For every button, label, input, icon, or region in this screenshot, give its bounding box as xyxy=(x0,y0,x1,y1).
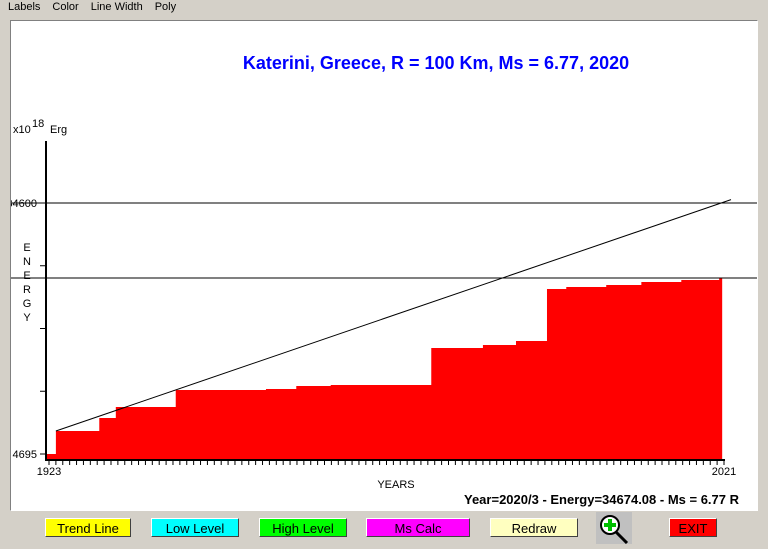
menu-color[interactable]: Color xyxy=(52,1,79,13)
y-tick-label: 4695 xyxy=(13,449,37,461)
y-unit: Erg xyxy=(50,124,67,136)
y-axis-label-letter: E xyxy=(23,270,30,282)
chart-title: Katerini, Greece, R = 100 Km, Ms = 6.77,… xyxy=(243,53,629,73)
energy-chart: Katerini, Greece, R = 100 Km, Ms = 6.77,… xyxy=(11,53,757,507)
ms-calc-button[interactable]: Ms Calc xyxy=(366,518,470,537)
y-axis-label-letter: Y xyxy=(23,312,31,324)
low-level-button[interactable]: Low Level xyxy=(151,518,239,537)
exit-button[interactable]: EXIT xyxy=(669,518,717,537)
y-axis-label-letter: E xyxy=(23,242,30,254)
menu-labels[interactable]: Labels xyxy=(8,1,41,13)
menu-bar: Labels Color Line Width Poly xyxy=(0,0,180,16)
menu-poly[interactable]: Poly xyxy=(154,1,177,13)
menu-line-width[interactable]: Line Width xyxy=(90,1,143,13)
energy-step-area xyxy=(46,277,723,459)
y-unit-exp: 18 xyxy=(32,118,44,130)
trend-line xyxy=(55,199,732,432)
y-axis-label-letter: G xyxy=(23,298,32,310)
y-axis-label-letter: R xyxy=(23,284,31,296)
high-level-button[interactable]: High Level xyxy=(259,518,347,537)
y-tick-label: 34600 xyxy=(11,198,37,210)
x-tick-label: 1923 xyxy=(37,466,61,478)
chart-panel: Katerini, Greece, R = 100 Km, Ms = 6.77,… xyxy=(10,20,758,511)
x-axis-label: YEARS xyxy=(377,479,414,491)
zoom-in-icon xyxy=(600,515,629,545)
x-tick-label: 2021 xyxy=(712,466,736,478)
status-readout: Year=2020/3 - Energy=34674.08 - Ms = 6.7… xyxy=(464,492,740,507)
redraw-button[interactable]: Redraw xyxy=(490,518,578,537)
y-axis-label-letter: N xyxy=(23,256,31,268)
trend-line-button[interactable]: Trend Line xyxy=(45,518,131,537)
zoom-in-button[interactable] xyxy=(596,512,632,545)
y-unit-prefix: x10 xyxy=(13,124,31,136)
